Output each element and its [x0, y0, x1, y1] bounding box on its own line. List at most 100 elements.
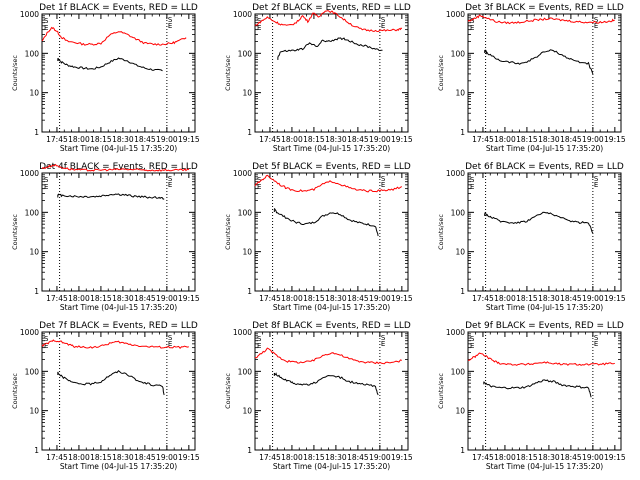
x-axis-label: Start Time (04-Jul-15 17:35:20): [273, 144, 390, 153]
interval-end-marker: E: [381, 340, 385, 348]
plot-frame: [467, 331, 622, 451]
x-tick-label: 18:00: [281, 294, 303, 303]
y-tick-label: 100: [238, 49, 253, 58]
x-tick-label: 17:45: [46, 294, 68, 303]
chart-panel-5: Det 5f BLACK = Events, RED = LLD 1 10 100 10…: [224, 162, 413, 312]
x-tick-label: 18:15: [516, 453, 538, 462]
x-axis-label: Start Time (04-Jul-15 17:35:20): [60, 462, 177, 471]
x-tick-label: 19:15: [391, 135, 413, 144]
x-tick-label: 18:00: [281, 135, 303, 144]
x-tick-label: 18:15: [516, 135, 538, 144]
interval-start-marker: S: [381, 16, 386, 24]
y-tick-label: 1000: [20, 10, 39, 19]
x-tick-label: 18:00: [68, 453, 90, 462]
x-tick-label: 18:00: [494, 135, 516, 144]
end-marker: E: [470, 24, 474, 32]
start-marker: S: [257, 176, 262, 184]
end-marker: E: [257, 24, 261, 32]
y-tick-label: 100: [25, 49, 40, 58]
y-axis-label: Counts/sec: [224, 55, 232, 91]
interval-start-marker: S: [168, 16, 173, 24]
x-axis-label: Start Time (04-Jul-15 17:35:20): [273, 303, 390, 312]
x-tick-label: 19:00: [582, 135, 604, 144]
events-series-line: [57, 369, 165, 396]
x-tick-label: 18:00: [494, 294, 516, 303]
x-tick-label: 18:15: [303, 294, 325, 303]
interval-end-marker: E: [594, 22, 598, 30]
events-series-line: [484, 49, 594, 75]
x-tick-label: 18:30: [538, 135, 560, 144]
y-axis-label: Counts/sec: [224, 214, 232, 250]
interval-start-marker: S: [168, 175, 173, 183]
x-tick-label: 19:15: [604, 453, 626, 462]
end-marker: E: [470, 342, 474, 350]
chart-panel-3: Det 3f BLACK = Events, RED = LLD 1 10 100 10…: [437, 3, 626, 153]
x-tick-label: 17:45: [259, 294, 281, 303]
y-tick-label: 1: [247, 287, 252, 296]
lld-series-line: [41, 163, 190, 172]
y-tick-label: 1: [34, 128, 39, 137]
x-tick-label: 18:15: [90, 453, 112, 462]
y-tick-label: 1000: [20, 169, 39, 178]
chart-title: Det 7f BLACK = Events, RED = LLD: [39, 321, 198, 331]
end-marker: E: [44, 183, 48, 191]
x-axis-label: Start Time (04-Jul-15 17:35:20): [486, 303, 603, 312]
y-tick-label: 10: [29, 407, 39, 416]
x-axis-label: Start Time (04-Jul-15 17:35:20): [60, 144, 177, 153]
x-tick-label: 19:00: [156, 135, 178, 144]
y-tick-label: 10: [455, 89, 465, 98]
lld-series-line: [467, 14, 615, 25]
events-series-line: [57, 193, 165, 200]
plot-frame: [254, 331, 409, 451]
x-tick-label: 18:15: [303, 135, 325, 144]
x-tick-label: 18:45: [560, 135, 582, 144]
lld-series-line: [254, 347, 402, 365]
y-tick-label: 1000: [446, 10, 465, 19]
x-tick-label: 19:15: [391, 294, 413, 303]
x-tick-label: 19:15: [604, 294, 626, 303]
start-marker: S: [44, 176, 49, 184]
x-axis-label: Start Time (04-Jul-15 17:35:20): [486, 144, 603, 153]
chart-title: Det 4f BLACK = Events, RED = LLD: [39, 162, 198, 172]
chart-title: Det 2f BLACK = Events, RED = LLD: [252, 3, 411, 13]
plot-frame: [254, 172, 409, 292]
x-tick-label: 17:45: [472, 135, 494, 144]
interval-end-marker: E: [168, 340, 172, 348]
x-tick-label: 18:30: [112, 294, 134, 303]
y-tick-label: 1000: [446, 169, 465, 178]
y-tick-label: 100: [25, 367, 40, 376]
x-tick-label: 18:15: [303, 453, 325, 462]
events-series-line: [57, 57, 163, 72]
x-axis-label: Start Time (04-Jul-15 17:35:20): [486, 462, 603, 471]
x-tick-label: 18:00: [281, 453, 303, 462]
y-tick-label: 100: [451, 367, 466, 376]
x-tick-label: 19:00: [582, 294, 604, 303]
interval-start-marker: S: [594, 175, 599, 183]
x-tick-label: 18:45: [134, 453, 156, 462]
y-tick-label: 10: [242, 89, 252, 98]
chart-panel-4: Det 4f BLACK = Events, RED = LLD 1 10 100 10…: [11, 162, 200, 312]
y-tick-label: 1: [34, 287, 39, 296]
x-tick-label: 18:45: [347, 294, 369, 303]
x-tick-label: 18:45: [134, 135, 156, 144]
interval-start-marker: S: [381, 334, 386, 342]
x-axis-label: Start Time (04-Jul-15 17:35:20): [60, 303, 177, 312]
x-tick-label: 18:30: [112, 135, 134, 144]
y-tick-label: 100: [451, 208, 466, 217]
y-tick-label: 10: [242, 407, 252, 416]
y-axis-label: Counts/sec: [11, 214, 19, 250]
plot-frame: [41, 331, 196, 451]
start-marker: S: [470, 176, 475, 184]
x-tick-label: 19:15: [178, 294, 200, 303]
y-axis-label: Counts/sec: [11, 373, 19, 409]
interval-end-marker: E: [594, 340, 598, 348]
y-tick-label: 10: [242, 248, 252, 257]
x-tick-label: 18:45: [560, 294, 582, 303]
x-tick-label: 19:15: [178, 135, 200, 144]
plot-frame: [467, 172, 622, 292]
x-tick-label: 19:00: [369, 453, 391, 462]
x-tick-label: 18:15: [90, 135, 112, 144]
y-tick-label: 1: [247, 446, 252, 455]
y-tick-label: 100: [25, 208, 40, 217]
x-tick-label: 18:45: [347, 135, 369, 144]
